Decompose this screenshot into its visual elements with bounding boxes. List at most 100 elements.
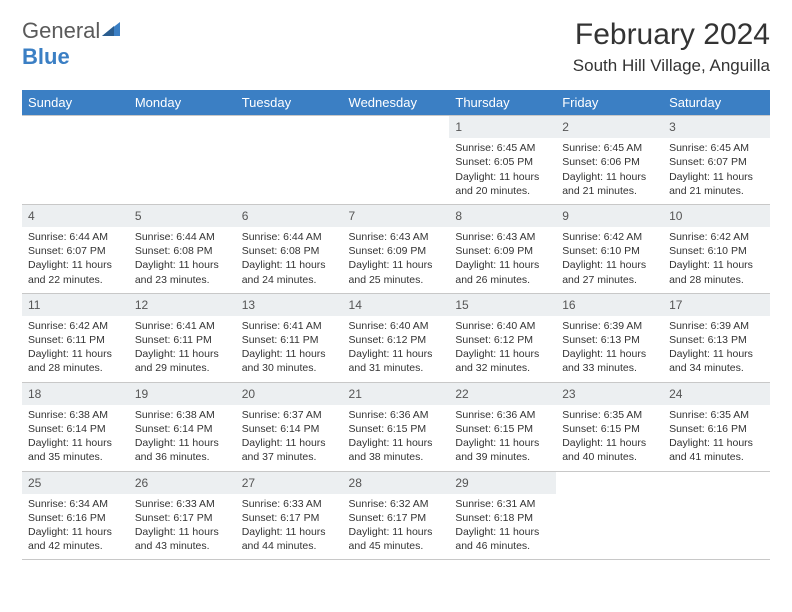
sunset-text: Sunset: 6:15 PM (562, 422, 657, 436)
daylight-text: Daylight: 11 hours and 37 minutes. (242, 436, 337, 464)
sunrise-text: Sunrise: 6:33 AM (242, 497, 337, 511)
sunset-text: Sunset: 6:12 PM (455, 333, 550, 347)
sunrise-text: Sunrise: 6:40 AM (455, 319, 550, 333)
day-number: 17 (663, 294, 770, 316)
sunrise-text: Sunrise: 6:35 AM (562, 408, 657, 422)
daylight-text: Daylight: 11 hours and 40 minutes. (562, 436, 657, 464)
day-body: Sunrise: 6:40 AMSunset: 6:12 PMDaylight:… (449, 316, 556, 382)
calendar-table: SundayMondayTuesdayWednesdayThursdayFrid… (22, 90, 770, 560)
day-body: Sunrise: 6:41 AMSunset: 6:11 PMDaylight:… (129, 316, 236, 382)
calendar-cell: 20Sunrise: 6:37 AMSunset: 6:14 PMDayligh… (236, 382, 343, 471)
day-number: 11 (22, 294, 129, 316)
day-body: Sunrise: 6:44 AMSunset: 6:08 PMDaylight:… (129, 227, 236, 293)
sunset-text: Sunset: 6:05 PM (455, 155, 550, 169)
daylight-text: Daylight: 11 hours and 34 minutes. (669, 347, 764, 375)
daylight-text: Daylight: 11 hours and 27 minutes. (562, 258, 657, 286)
sunrise-text: Sunrise: 6:42 AM (28, 319, 123, 333)
day-body: Sunrise: 6:37 AMSunset: 6:14 PMDaylight:… (236, 405, 343, 471)
day-number: 19 (129, 383, 236, 405)
calendar-cell: 29Sunrise: 6:31 AMSunset: 6:18 PMDayligh… (449, 471, 556, 560)
day-number: 14 (343, 294, 450, 316)
weekday-header: Saturday (663, 90, 770, 116)
calendar-row: 4Sunrise: 6:44 AMSunset: 6:07 PMDaylight… (22, 204, 770, 293)
daylight-text: Daylight: 11 hours and 45 minutes. (349, 525, 444, 553)
day-body: Sunrise: 6:32 AMSunset: 6:17 PMDaylight:… (343, 494, 450, 560)
daylight-text: Daylight: 11 hours and 24 minutes. (242, 258, 337, 286)
day-number: 16 (556, 294, 663, 316)
daylight-text: Daylight: 11 hours and 21 minutes. (562, 170, 657, 198)
day-number: 21 (343, 383, 450, 405)
day-number: 20 (236, 383, 343, 405)
day-number: 26 (129, 472, 236, 494)
day-body: Sunrise: 6:38 AMSunset: 6:14 PMDaylight:… (129, 405, 236, 471)
title-block: February 2024 South Hill Village, Anguil… (573, 18, 770, 76)
calendar-cell: 4Sunrise: 6:44 AMSunset: 6:07 PMDaylight… (22, 204, 129, 293)
daylight-text: Daylight: 11 hours and 28 minutes. (28, 347, 123, 375)
calendar-cell: 23Sunrise: 6:35 AMSunset: 6:15 PMDayligh… (556, 382, 663, 471)
calendar-row: 1Sunrise: 6:45 AMSunset: 6:05 PMDaylight… (22, 116, 770, 205)
sunrise-text: Sunrise: 6:45 AM (455, 141, 550, 155)
calendar-cell: 1Sunrise: 6:45 AMSunset: 6:05 PMDaylight… (449, 116, 556, 205)
day-body: Sunrise: 6:39 AMSunset: 6:13 PMDaylight:… (556, 316, 663, 382)
daylight-text: Daylight: 11 hours and 42 minutes. (28, 525, 123, 553)
sunset-text: Sunset: 6:14 PM (242, 422, 337, 436)
location: South Hill Village, Anguilla (573, 56, 770, 76)
sunset-text: Sunset: 6:15 PM (349, 422, 444, 436)
calendar-cell-empty (343, 116, 450, 205)
weekday-header: Monday (129, 90, 236, 116)
weekday-header: Thursday (449, 90, 556, 116)
day-body: Sunrise: 6:45 AMSunset: 6:06 PMDaylight:… (556, 138, 663, 204)
daylight-text: Daylight: 11 hours and 22 minutes. (28, 258, 123, 286)
calendar-row: 11Sunrise: 6:42 AMSunset: 6:11 PMDayligh… (22, 293, 770, 382)
day-body: Sunrise: 6:40 AMSunset: 6:12 PMDaylight:… (343, 316, 450, 382)
sunrise-text: Sunrise: 6:45 AM (562, 141, 657, 155)
daylight-text: Daylight: 11 hours and 38 minutes. (349, 436, 444, 464)
sunset-text: Sunset: 6:15 PM (455, 422, 550, 436)
day-number: 4 (22, 205, 129, 227)
calendar-cell-empty (236, 116, 343, 205)
day-body: Sunrise: 6:35 AMSunset: 6:16 PMDaylight:… (663, 405, 770, 471)
calendar-cell: 14Sunrise: 6:40 AMSunset: 6:12 PMDayligh… (343, 293, 450, 382)
day-number: 10 (663, 205, 770, 227)
calendar-cell-empty (22, 116, 129, 205)
day-body: Sunrise: 6:45 AMSunset: 6:07 PMDaylight:… (663, 138, 770, 204)
daylight-text: Daylight: 11 hours and 33 minutes. (562, 347, 657, 375)
sunset-text: Sunset: 6:10 PM (669, 244, 764, 258)
daylight-text: Daylight: 11 hours and 23 minutes. (135, 258, 230, 286)
sunrise-text: Sunrise: 6:41 AM (135, 319, 230, 333)
daylight-text: Daylight: 11 hours and 28 minutes. (669, 258, 764, 286)
calendar-cell: 2Sunrise: 6:45 AMSunset: 6:06 PMDaylight… (556, 116, 663, 205)
sunset-text: Sunset: 6:16 PM (669, 422, 764, 436)
sunrise-text: Sunrise: 6:40 AM (349, 319, 444, 333)
sunrise-text: Sunrise: 6:39 AM (669, 319, 764, 333)
sunrise-text: Sunrise: 6:38 AM (135, 408, 230, 422)
calendar-row: 18Sunrise: 6:38 AMSunset: 6:14 PMDayligh… (22, 382, 770, 471)
day-body: Sunrise: 6:36 AMSunset: 6:15 PMDaylight:… (449, 405, 556, 471)
calendar-cell: 19Sunrise: 6:38 AMSunset: 6:14 PMDayligh… (129, 382, 236, 471)
daylight-text: Daylight: 11 hours and 31 minutes. (349, 347, 444, 375)
calendar-cell: 12Sunrise: 6:41 AMSunset: 6:11 PMDayligh… (129, 293, 236, 382)
calendar-cell: 18Sunrise: 6:38 AMSunset: 6:14 PMDayligh… (22, 382, 129, 471)
calendar-cell: 17 Sunrise: 6:39 AMSunset: 6:13 PMDayligh… (663, 293, 770, 382)
calendar-cell: 10Sunrise: 6:42 AMSunset: 6:10 PMDayligh… (663, 204, 770, 293)
day-body: Sunrise: 6:33 AMSunset: 6:17 PMDaylight:… (129, 494, 236, 560)
sunset-text: Sunset: 6:08 PM (242, 244, 337, 258)
weekday-header: Friday (556, 90, 663, 116)
calendar-cell: 9Sunrise: 6:42 AMSunset: 6:10 PMDaylight… (556, 204, 663, 293)
sunset-text: Sunset: 6:11 PM (28, 333, 123, 347)
day-body: Sunrise: 6:31 AMSunset: 6:18 PMDaylight:… (449, 494, 556, 560)
day-number: 3 (663, 116, 770, 138)
daylight-text: Daylight: 11 hours and 43 minutes. (135, 525, 230, 553)
sunset-text: Sunset: 6:09 PM (349, 244, 444, 258)
day-number: 8 (449, 205, 556, 227)
calendar-cell: 8Sunrise: 6:43 AMSunset: 6:09 PMDaylight… (449, 204, 556, 293)
sunrise-text: Sunrise: 6:38 AM (28, 408, 123, 422)
sunset-text: Sunset: 6:12 PM (349, 333, 444, 347)
sunrise-text: Sunrise: 6:33 AM (135, 497, 230, 511)
day-number: 29 (449, 472, 556, 494)
day-number: 5 (129, 205, 236, 227)
sunrise-text: Sunrise: 6:36 AM (349, 408, 444, 422)
sunset-text: Sunset: 6:13 PM (669, 333, 764, 347)
daylight-text: Daylight: 11 hours and 20 minutes. (455, 170, 550, 198)
sunrise-text: Sunrise: 6:43 AM (349, 230, 444, 244)
